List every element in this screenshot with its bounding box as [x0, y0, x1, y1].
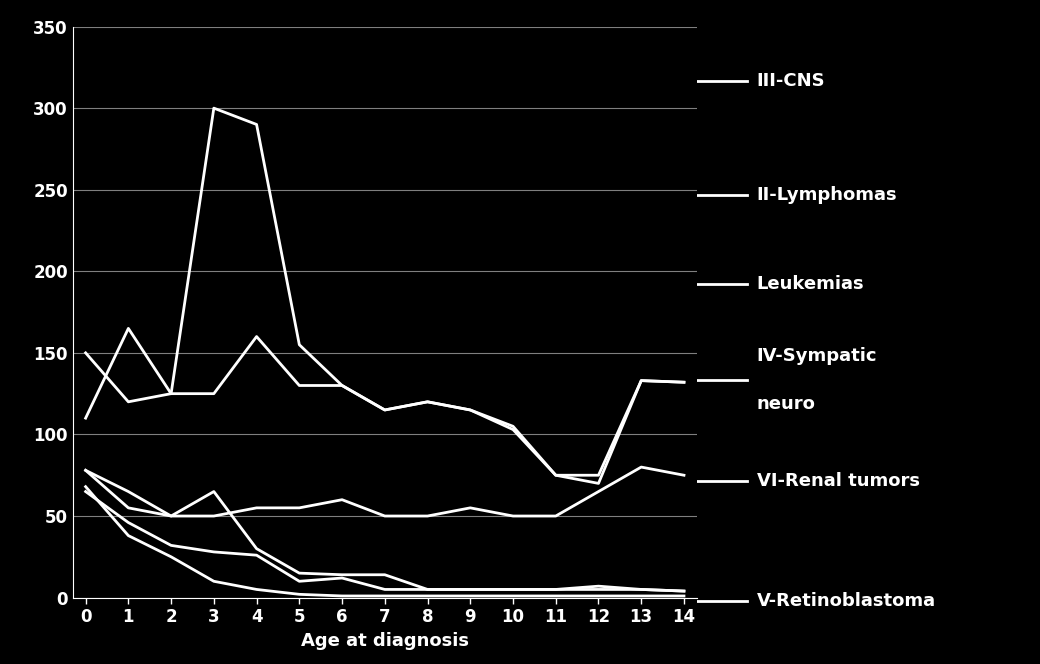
X-axis label: Age at diagnosis: Age at diagnosis: [301, 631, 469, 649]
Text: VI-Renal tumors: VI-Renal tumors: [757, 472, 919, 491]
Text: V-Retinoblastoma: V-Retinoblastoma: [757, 592, 936, 610]
Text: II-Lymphomas: II-Lymphomas: [757, 185, 898, 204]
Text: Leukemias: Leukemias: [757, 275, 864, 293]
Text: IV-Sympatic: IV-Sympatic: [757, 347, 877, 365]
Text: III-CNS: III-CNS: [757, 72, 826, 90]
Text: neuro: neuro: [757, 394, 815, 413]
